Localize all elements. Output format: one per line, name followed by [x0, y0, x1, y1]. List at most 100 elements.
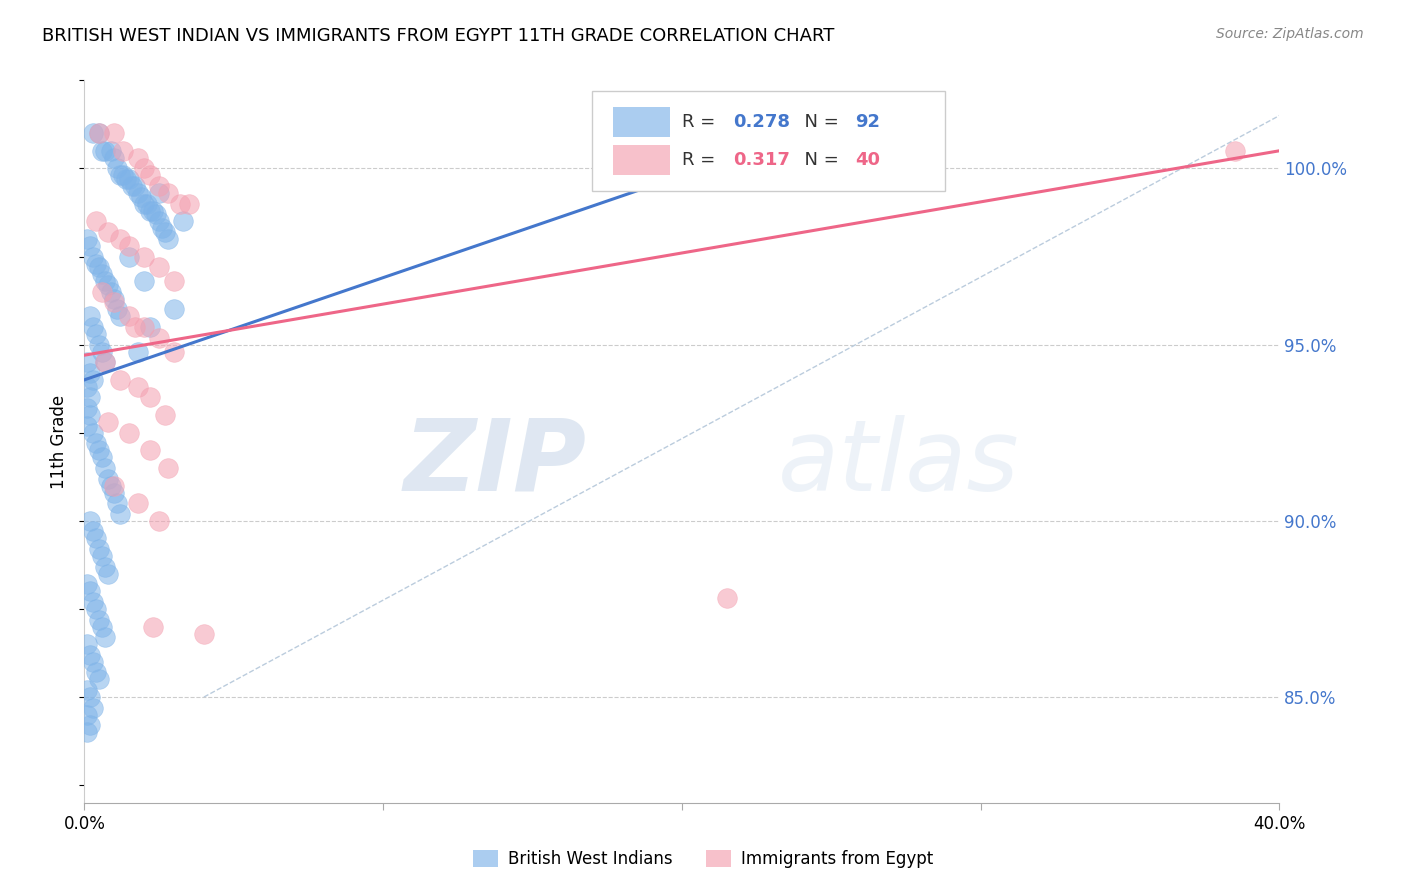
Point — [150, 221, 173, 235]
Point — [105, 161, 128, 176]
Point — [110, 373, 132, 387]
Point — [97, 415, 120, 429]
Point — [97, 471, 120, 485]
Point — [94, 144, 117, 158]
Point — [110, 507, 132, 521]
Point — [139, 391, 162, 405]
Point — [94, 559, 117, 574]
Point — [132, 320, 156, 334]
Point — [79, 366, 101, 380]
Point — [163, 344, 186, 359]
Point — [76, 232, 98, 246]
Point — [89, 126, 111, 140]
Point — [139, 169, 162, 183]
Point — [193, 626, 215, 640]
Text: Source: ZipAtlas.com: Source: ZipAtlas.com — [1216, 27, 1364, 41]
Y-axis label: 11th Grade: 11th Grade — [51, 394, 69, 489]
Point — [169, 196, 191, 211]
Point — [163, 302, 186, 317]
Point — [132, 196, 156, 211]
Point — [94, 274, 117, 288]
Point — [148, 260, 170, 274]
Text: R =: R = — [682, 113, 721, 131]
Point — [105, 496, 128, 510]
Point — [86, 256, 108, 270]
Point — [97, 566, 120, 581]
Point — [86, 214, 108, 228]
Point — [136, 196, 159, 211]
Point — [86, 326, 108, 341]
Point — [79, 239, 101, 253]
Point — [103, 295, 125, 310]
Point — [103, 292, 125, 306]
Point — [716, 591, 738, 606]
Point — [127, 380, 149, 394]
Point — [172, 214, 194, 228]
Point — [139, 203, 162, 218]
Point — [1223, 144, 1246, 158]
Point — [103, 485, 125, 500]
Point — [76, 637, 98, 651]
Point — [100, 478, 122, 492]
Point — [94, 355, 117, 369]
Point — [82, 595, 104, 609]
Point — [118, 310, 141, 324]
Point — [79, 718, 101, 732]
Point — [91, 344, 114, 359]
Point — [148, 179, 170, 194]
Point — [82, 373, 104, 387]
Point — [103, 478, 125, 492]
Point — [79, 391, 101, 405]
Point — [132, 161, 156, 176]
Point — [82, 425, 104, 440]
Point — [82, 320, 104, 334]
Point — [94, 355, 117, 369]
FancyBboxPatch shape — [592, 91, 945, 191]
Point — [76, 355, 98, 369]
Point — [139, 320, 162, 334]
Point — [89, 443, 111, 458]
Point — [89, 260, 111, 274]
Point — [115, 172, 138, 186]
Point — [89, 673, 111, 687]
Point — [82, 655, 104, 669]
Point — [82, 524, 104, 539]
Point — [100, 144, 122, 158]
Point — [76, 725, 98, 739]
Point — [145, 207, 167, 221]
FancyBboxPatch shape — [613, 145, 671, 175]
Text: 0.317: 0.317 — [734, 151, 790, 169]
Text: N =: N = — [793, 151, 845, 169]
Point — [76, 707, 98, 722]
Point — [86, 436, 108, 450]
Point — [177, 196, 200, 211]
Point — [79, 648, 101, 662]
Point — [97, 277, 120, 292]
Point — [118, 250, 141, 264]
Point — [86, 532, 108, 546]
Point — [153, 408, 176, 422]
Point — [82, 700, 104, 714]
Text: 40: 40 — [855, 151, 880, 169]
Point — [142, 203, 165, 218]
Legend: British West Indians, Immigrants from Egypt: British West Indians, Immigrants from Eg… — [467, 843, 939, 875]
Point — [100, 285, 122, 299]
Point — [76, 418, 98, 433]
Point — [89, 542, 111, 557]
Point — [103, 126, 125, 140]
Point — [124, 179, 146, 194]
Point — [157, 186, 180, 200]
Point — [76, 401, 98, 415]
Point — [94, 461, 117, 475]
Point — [103, 151, 125, 165]
Text: 0.278: 0.278 — [734, 113, 790, 131]
Point — [127, 496, 149, 510]
Point — [127, 186, 149, 200]
Point — [82, 250, 104, 264]
Point — [91, 450, 114, 465]
Text: atlas: atlas — [778, 415, 1019, 512]
Point — [110, 169, 132, 183]
Point — [105, 302, 128, 317]
Point — [129, 189, 152, 203]
Point — [97, 225, 120, 239]
